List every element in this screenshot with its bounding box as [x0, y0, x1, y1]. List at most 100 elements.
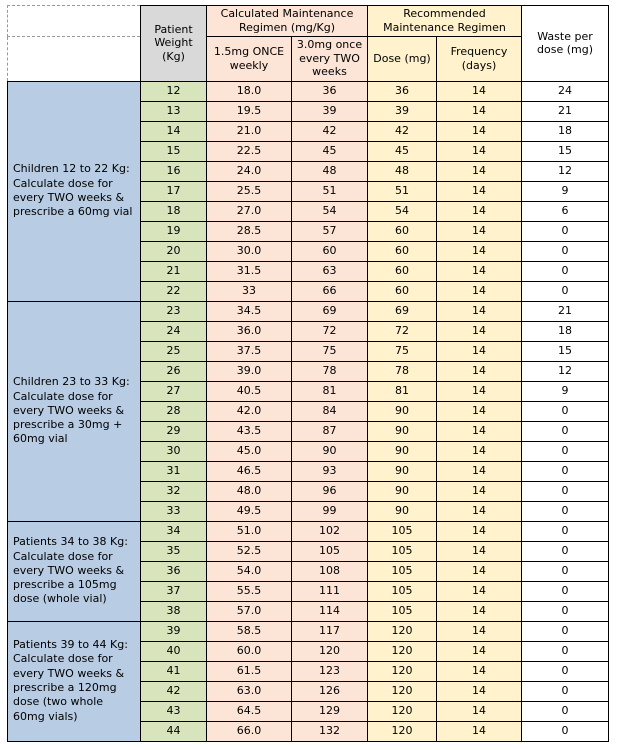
freq-cell: 14: [436, 700, 522, 722]
calc-15-cell: 27.0: [206, 200, 292, 222]
freq-cell: 14: [436, 320, 522, 342]
freq-cell: 14: [436, 460, 522, 482]
dosing-table: Patient Weight (Kg) Calculated Maintenan…: [7, 5, 609, 742]
waste-cell: 0: [521, 720, 609, 742]
calc-15-cell: 55.5: [206, 580, 292, 602]
dose-cell: 45: [367, 140, 437, 162]
dose-cell: 105: [367, 540, 437, 562]
dose-cell: 120: [367, 640, 437, 662]
waste-cell: 0: [521, 460, 609, 482]
freq-cell: 14: [436, 440, 522, 462]
calc-15-cell: 42.0: [206, 400, 292, 422]
calc-30-cell: 72: [291, 320, 368, 342]
waste-cell: 21: [521, 300, 609, 322]
calc-30-cell: 99: [291, 500, 368, 522]
dose-cell: 90: [367, 400, 437, 422]
empty-corner-cell-top: [7, 5, 141, 37]
calc-15-cell: 24.0: [206, 160, 292, 182]
calc-30-cell: 63: [291, 260, 368, 282]
calc-15-cell: 54.0: [206, 560, 292, 582]
freq-cell: 14: [436, 340, 522, 362]
dose-cell: 120: [367, 660, 437, 682]
table-row: 15 22.5 45 45 14 15: [8, 140, 609, 162]
calc-15-cell: 28.5: [206, 220, 292, 242]
waste-cell: 18: [521, 320, 609, 342]
weight-cell: 40: [140, 640, 207, 662]
freq-cell: 14: [436, 120, 522, 142]
calc-15-cell: 45.0: [206, 440, 292, 462]
calc-15-cell: 58.5: [206, 620, 292, 642]
weight-cell: 35: [140, 540, 207, 562]
weight-cell: 19: [140, 220, 207, 242]
weight-cell: 30: [140, 440, 207, 462]
freq-cell: 14: [436, 180, 522, 202]
dose-cell: 36: [367, 80, 437, 102]
waste-cell: 0: [521, 220, 609, 242]
freq-cell: 14: [436, 680, 522, 702]
dose-cell: 69: [367, 300, 437, 322]
calc-30-cell: 108: [291, 560, 368, 582]
waste-cell: 0: [521, 520, 609, 542]
group-label: Children 12 to 22 Kg: Calculate dose for…: [7, 80, 141, 302]
table-row: 13 19.5 39 39 14 21: [8, 100, 609, 122]
freq-cell: 14: [436, 220, 522, 242]
dose-cell: 51: [367, 180, 437, 202]
weight-cell: 24: [140, 320, 207, 342]
waste-cell: 21: [521, 100, 609, 122]
calc-30-cell: 36: [291, 80, 368, 102]
group-label: Patients 34 to 38 Kg: Calculate dose for…: [7, 520, 141, 622]
weight-cell: 14: [140, 120, 207, 142]
calc-15-cell: 40.5: [206, 380, 292, 402]
table-row: Children 23 to 33 Kg: Calculate dose for…: [7, 300, 609, 522]
dose-cell: 60: [367, 220, 437, 242]
group-label: Children 23 to 33 Kg: Calculate dose for…: [7, 300, 141, 522]
freq-cell: 14: [436, 600, 522, 622]
waste-cell: 0: [521, 700, 609, 722]
dose-cell: 48: [367, 160, 437, 182]
calc-15-cell: 36.0: [206, 320, 292, 342]
weight-cell: 28: [140, 400, 207, 422]
table-row: 30 45.0 90 90 14 0: [8, 440, 609, 462]
table-row: 26 39.0 78 78 14 12: [8, 360, 609, 382]
weight-cell: 17: [140, 180, 207, 202]
calc-30-cell: 111: [291, 580, 368, 602]
weight-cell: 39: [140, 620, 207, 642]
calc-15-cell: 37.5: [206, 340, 292, 362]
calc-30-cell: 102: [291, 520, 368, 542]
weight-cell: 23: [140, 300, 207, 322]
waste-cell: 0: [521, 640, 609, 662]
weight-cell: 42: [140, 680, 207, 702]
calc-30-cell: 45: [291, 140, 368, 162]
calc-15-cell: 64.5: [206, 700, 292, 722]
dose-cell: 90: [367, 480, 437, 502]
dose-cell: 42: [367, 120, 437, 142]
dose-cell: 90: [367, 440, 437, 462]
freq-cell: 14: [436, 400, 522, 422]
calc-30-cell: 69: [291, 300, 368, 322]
calc-30-cell: 129: [291, 700, 368, 722]
waste-cell: 0: [521, 680, 609, 702]
freq-cell: 14: [436, 480, 522, 502]
waste-cell: 0: [521, 500, 609, 522]
table-row: 43 64.5 129 120 14 0: [8, 700, 609, 722]
calc-30-cell: 48: [291, 160, 368, 182]
weight-cell: 26: [140, 360, 207, 382]
calc-30-cell: 60: [291, 240, 368, 262]
waste-cell: 15: [521, 340, 609, 362]
freq-cell: 14: [436, 280, 522, 302]
calc-30-cell: 75: [291, 340, 368, 362]
dose-cell: 120: [367, 700, 437, 722]
calc-15-cell: 33: [206, 280, 292, 302]
dose-cell: 60: [367, 260, 437, 282]
calc-15-cell: 31.5: [206, 260, 292, 282]
dose-cell: 60: [367, 280, 437, 302]
calc-30-cell: 87: [291, 420, 368, 442]
table-row: 44 66.0 132 120 14 0: [8, 720, 609, 742]
table-row: 35 52.5 105 105 14 0: [8, 540, 609, 562]
waste-cell: 24: [521, 80, 609, 102]
calc-30-cell: 42: [291, 120, 368, 142]
dose-cell: 81: [367, 380, 437, 402]
dose-cell: 105: [367, 600, 437, 622]
calc-15-cell: 34.5: [206, 300, 292, 322]
calc-30-cell: 117: [291, 620, 368, 642]
